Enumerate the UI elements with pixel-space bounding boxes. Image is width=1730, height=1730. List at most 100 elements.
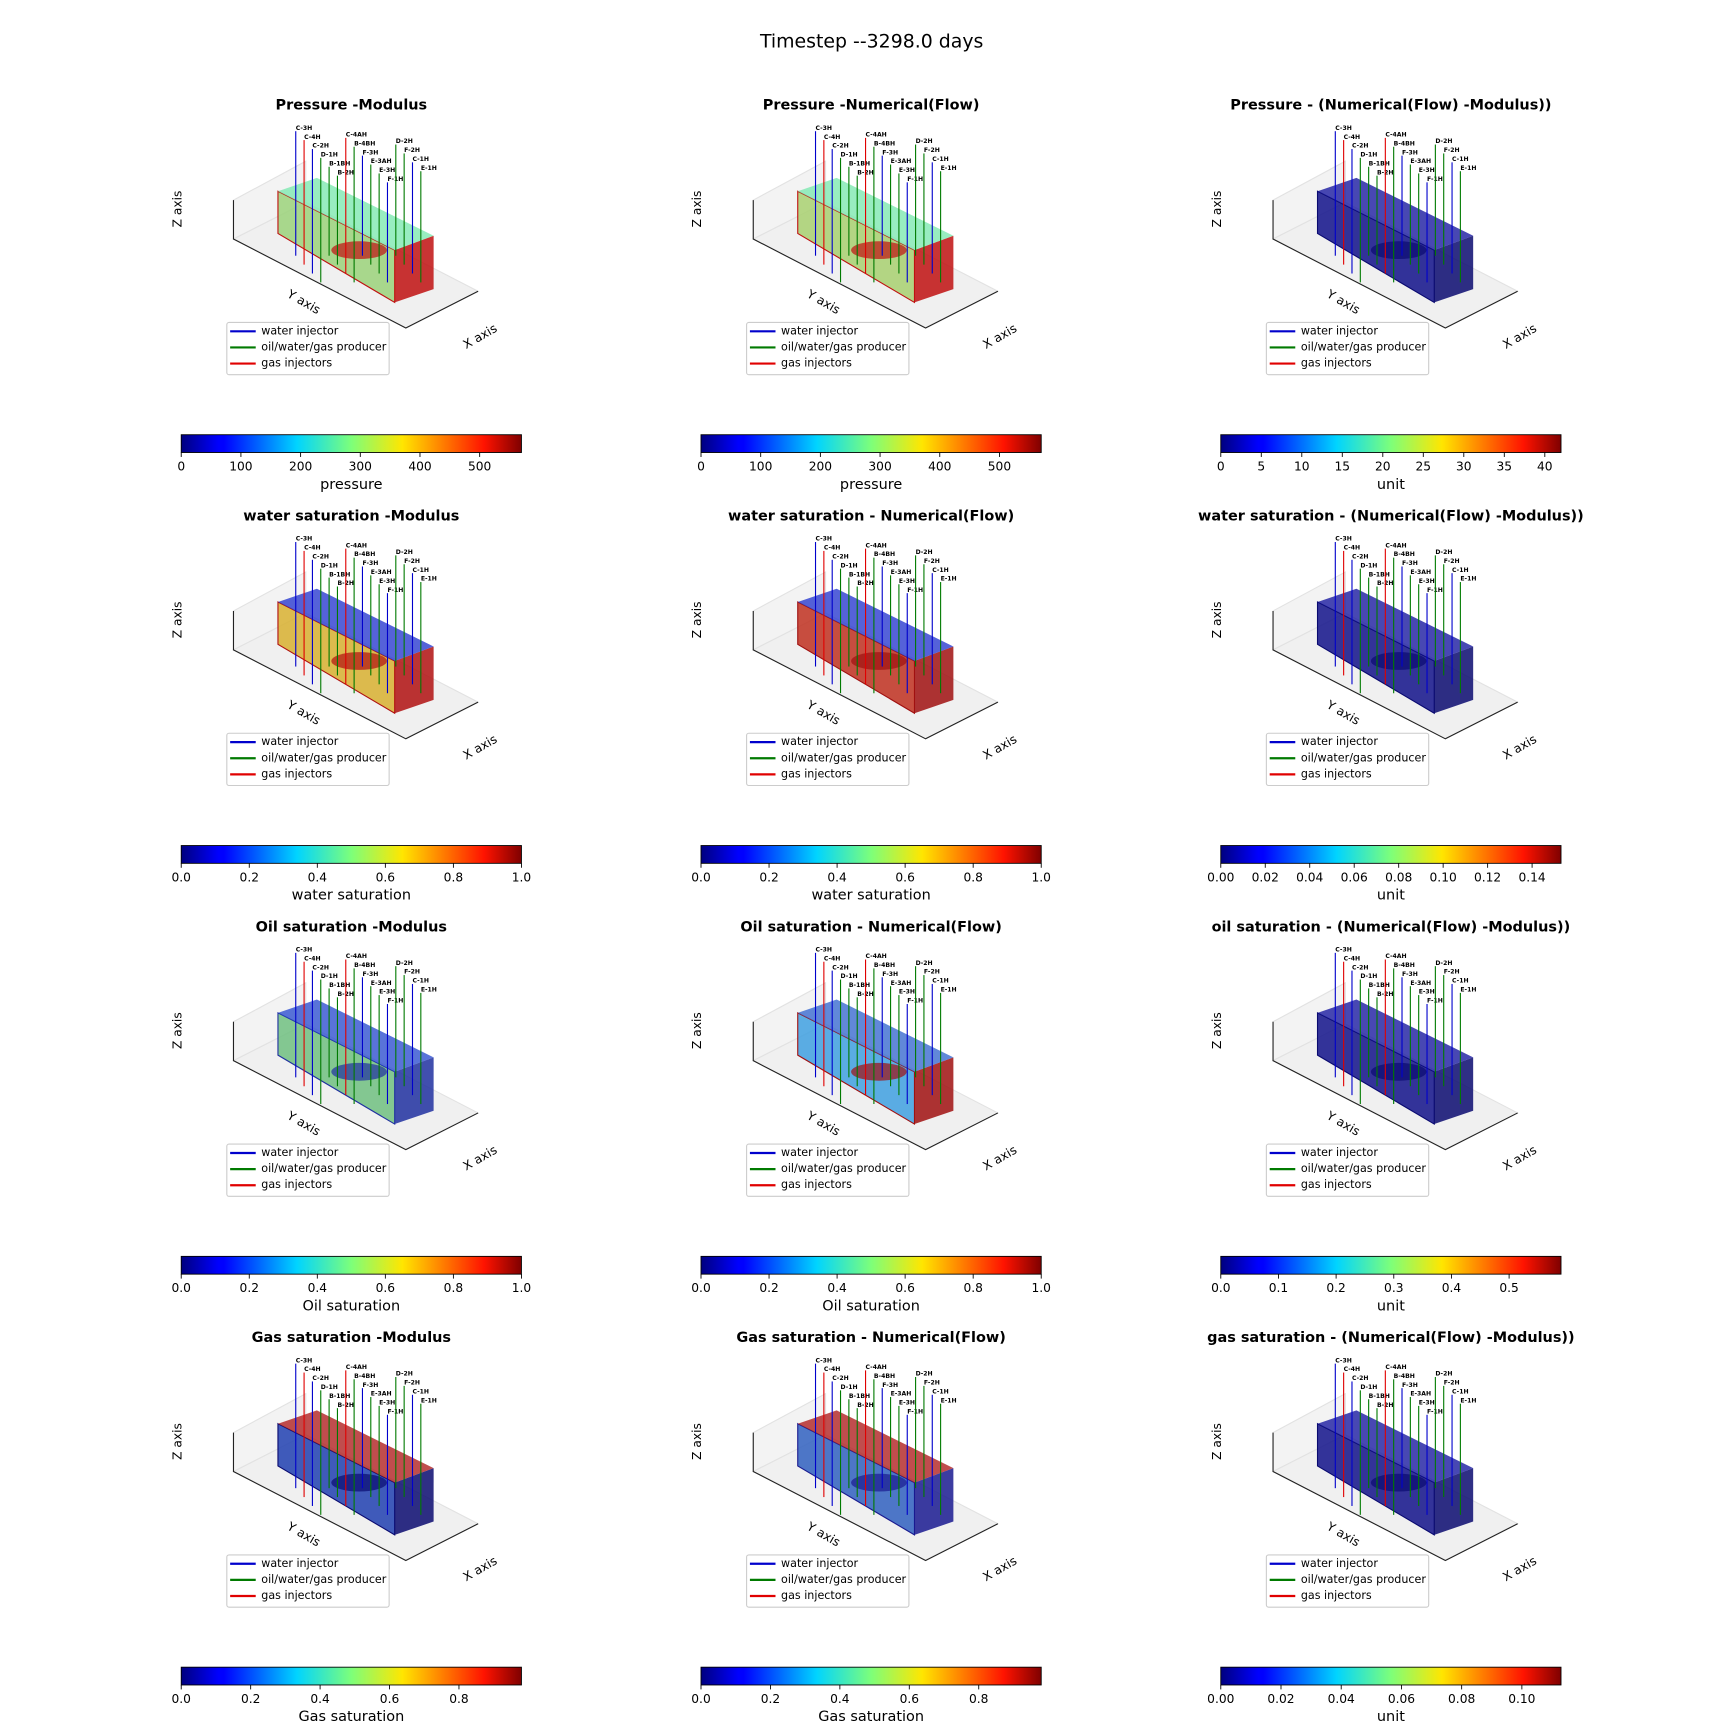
axis-line bbox=[232, 200, 479, 329]
colorbar-tick-label: 0.8 bbox=[963, 870, 982, 884]
colorbar-tick-label: 0.0 bbox=[691, 1281, 710, 1295]
well-label: B-1BH bbox=[329, 160, 350, 167]
panel-title: oil saturation - (Numerical(Flow) -Modul… bbox=[1212, 919, 1571, 935]
colorbar bbox=[700, 1255, 1042, 1275]
legend-label: gas injectors bbox=[781, 1589, 852, 1602]
well-label: C-3H bbox=[816, 125, 833, 132]
well-label: F-3H bbox=[882, 149, 898, 156]
well-label: B-1BH bbox=[329, 982, 350, 989]
well-label: C-3H bbox=[816, 1357, 833, 1364]
colorbar-tick-label: 400 bbox=[928, 459, 951, 473]
y-axis-label: Y axis bbox=[284, 1519, 323, 1550]
well-label: C-2H bbox=[1352, 1375, 1369, 1382]
well-label: C-1H bbox=[932, 156, 949, 163]
well-label: D-1H bbox=[1360, 1384, 1377, 1391]
legend-label: oil/water/gas producer bbox=[261, 751, 386, 764]
x-axis-label: X axis bbox=[461, 321, 500, 351]
well-label: C-4AH bbox=[346, 953, 367, 960]
well-label: B-4BH bbox=[354, 140, 375, 147]
well-label: C-3H bbox=[296, 946, 313, 953]
colorbar-tick-label: 0 bbox=[697, 459, 705, 473]
colorbar-tick-label: 0.06 bbox=[1388, 1692, 1415, 1706]
z-axis-label: Z axis bbox=[1210, 601, 1224, 638]
panel-title: water saturation -Modulus bbox=[243, 508, 459, 524]
colorbar-tick-label: 30 bbox=[1456, 459, 1472, 473]
well-label: E-3H bbox=[379, 989, 395, 996]
colorbar-tick-label: 0 bbox=[1217, 459, 1225, 473]
well-label: D-2H bbox=[1435, 549, 1452, 556]
z-axis-label: Z axis bbox=[690, 601, 704, 638]
panel-title: Gas saturation -Modulus bbox=[252, 1330, 451, 1346]
colorbar-tick-label: 0.00 bbox=[1207, 1692, 1234, 1706]
well-label: F-3H bbox=[882, 971, 898, 978]
well-label: E-1H bbox=[1460, 1397, 1476, 1404]
x-axis-label: X axis bbox=[1500, 1554, 1539, 1584]
colorbar bbox=[1220, 434, 1562, 453]
well-label: C-4H bbox=[824, 955, 841, 962]
colorbar-tick-label: 0.8 bbox=[449, 1692, 468, 1706]
colorbar-tick-label: 0.04 bbox=[1328, 1692, 1355, 1706]
well-label: C-4H bbox=[304, 955, 321, 962]
z-axis-label: Z axis bbox=[690, 191, 704, 228]
well-label: C-4AH bbox=[866, 542, 887, 549]
well-label: C-1H bbox=[1452, 156, 1469, 163]
legend-label: oil/water/gas producer bbox=[261, 1573, 386, 1586]
well-label: C-2H bbox=[832, 143, 849, 150]
legend-label: gas injectors bbox=[261, 767, 332, 780]
y-axis-label: Y axis bbox=[284, 286, 323, 317]
well-label: C-1H bbox=[1452, 567, 1469, 574]
well-label: B-1BH bbox=[849, 1393, 870, 1400]
well-label: C-4AH bbox=[866, 132, 887, 139]
volume-top bbox=[1317, 177, 1474, 251]
well-label: D-1H bbox=[321, 1384, 338, 1391]
colorbar-tick-label: 15 bbox=[1335, 459, 1351, 473]
well-label: F-2H bbox=[404, 969, 420, 976]
well-label: E-1H bbox=[1460, 987, 1476, 994]
y-axis-label: Y axis bbox=[804, 697, 843, 728]
figure-title: Timestep --3298.0 days bbox=[759, 31, 983, 53]
legend-box bbox=[226, 1554, 390, 1608]
well-label: C-4H bbox=[1344, 1366, 1361, 1373]
well-label: C-1H bbox=[932, 567, 949, 574]
x-axis-label: X axis bbox=[980, 1143, 1019, 1173]
well-label: E-3AH bbox=[1410, 1391, 1431, 1398]
well-label: C-3H bbox=[1335, 536, 1352, 543]
well-label: E-1H bbox=[421, 987, 437, 994]
axis-line bbox=[1272, 1432, 1518, 1562]
well-label: C-4H bbox=[304, 1366, 321, 1373]
legend-label: oil/water/gas producer bbox=[1301, 1573, 1426, 1586]
colorbar-tick-label: 100 bbox=[229, 459, 252, 473]
colorbar-tick-label: 0.4 bbox=[1442, 1281, 1462, 1295]
well-label: B-1BH bbox=[1369, 160, 1390, 167]
x-axis-label: X axis bbox=[461, 1554, 500, 1584]
legend-label: gas injectors bbox=[261, 1178, 332, 1191]
well-label: E-1H bbox=[1460, 165, 1476, 172]
well-label: F-3H bbox=[882, 560, 898, 567]
well-label: C-1H bbox=[412, 567, 429, 574]
well-label: D-2H bbox=[1435, 138, 1452, 145]
colorbar-label: unit bbox=[1377, 888, 1405, 904]
volume-top bbox=[797, 999, 954, 1072]
well-label: C-3H bbox=[816, 946, 833, 953]
volume-top bbox=[1317, 999, 1474, 1072]
legend-label: water injector bbox=[781, 324, 858, 337]
well-label: C-1H bbox=[1452, 978, 1469, 985]
legend-label: water injector bbox=[781, 1557, 858, 1570]
legend-label: oil/water/gas producer bbox=[781, 751, 906, 764]
colorbar-tick-label: 400 bbox=[408, 459, 431, 473]
x-axis-label: X axis bbox=[1500, 1143, 1539, 1173]
colorbar-tick-label: 0.5 bbox=[1499, 1281, 1518, 1295]
legend-label: oil/water/gas producer bbox=[1301, 340, 1426, 353]
panel-title: Pressure - (Numerical(Flow) -Modulus)) bbox=[1230, 98, 1551, 114]
well-label: B-1BH bbox=[1369, 1393, 1390, 1400]
well-label: B-4BH bbox=[874, 551, 895, 558]
colorbar-label: unit bbox=[1377, 1709, 1405, 1725]
panel-title: Pressure -Modulus bbox=[276, 98, 428, 114]
y-axis-label: Y axis bbox=[804, 1108, 843, 1139]
colorbar-label: unit bbox=[1377, 1298, 1405, 1314]
well-label: F-2H bbox=[1444, 147, 1460, 154]
colorbar-tick-label: 0.0 bbox=[691, 870, 710, 884]
colorbar-tick-label: 35 bbox=[1497, 459, 1513, 473]
well-label: C-1H bbox=[932, 978, 949, 985]
legend-label: water injector bbox=[261, 1146, 338, 1159]
